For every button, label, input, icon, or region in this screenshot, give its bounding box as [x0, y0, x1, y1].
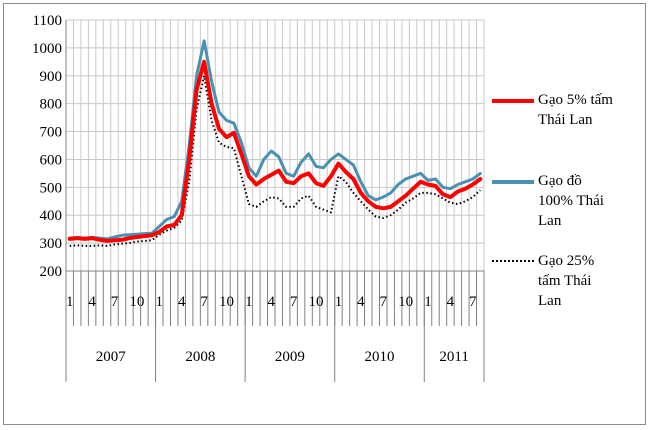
legend-label: Gạo đồ 100% Thái Lan: [538, 173, 604, 229]
x-tick-label: 4: [178, 294, 186, 310]
y-tick-label: 1100: [33, 13, 62, 29]
year-label: 2010: [365, 349, 395, 365]
legend-swatch-dotted: [492, 260, 534, 262]
x-tick-label: 7: [111, 294, 119, 310]
x-tick-label: 1: [156, 294, 164, 310]
year-label: 2009: [275, 349, 305, 365]
legend-label: Gạo 25% tấm Thái Lan: [538, 253, 595, 309]
x-tick-label: 10: [129, 294, 144, 310]
chart-frame: [3, 3, 646, 425]
y-tick-label: 400: [40, 208, 63, 224]
year-label: 2011: [439, 349, 468, 365]
axes: [65, 20, 485, 382]
year-labels: 2007 2008 2009 2010 2011: [96, 349, 469, 365]
series-lines: [67, 39, 483, 247]
x-tick-label: 4: [88, 294, 96, 310]
series-line-25pct: [69, 74, 481, 247]
x-tick-label: 1: [335, 294, 343, 310]
legend-item-series-3: Gạo 25% tấm Thái Lan: [492, 251, 594, 311]
x-tick-label: 1: [245, 294, 253, 310]
horizontal-gridlines: [66, 19, 484, 272]
series-line-5pct: [67, 59, 483, 243]
vertical-gridlines: [65, 20, 485, 271]
y-tick-label: 800: [40, 97, 63, 113]
y-tick-label: 500: [40, 180, 63, 196]
y-tick-label: 200: [40, 264, 63, 280]
y-tick-label: 600: [40, 152, 63, 168]
series-line-parboiled: [68, 39, 482, 241]
year-label: 2007: [96, 349, 127, 365]
legend-item-series-2: Gạo đồ 100% Thái Lan: [492, 171, 604, 231]
y-tick-label: 300: [40, 236, 63, 252]
x-tick-label: 10: [219, 294, 234, 310]
x-tick-label: 10: [398, 294, 413, 310]
x-tick-label: 4: [357, 294, 365, 310]
y-tick-label: 1000: [32, 41, 62, 57]
x-tick-label: 1: [66, 294, 74, 310]
legend-swatch-red: [492, 99, 534, 103]
y-tick-label: 900: [40, 69, 63, 85]
x-tick-labels: 1 4 7 10 1 4 7 10 1 4 7 10 1 4 7 10 1 4 7: [66, 294, 477, 310]
x-tick-label: 7: [469, 294, 477, 310]
x-tick-label: 7: [290, 294, 298, 310]
legend-swatch-blue: [492, 180, 534, 184]
x-tick-label: 7: [200, 294, 208, 310]
x-tick-label: 10: [309, 294, 324, 310]
y-tick-label: 700: [40, 125, 63, 141]
y-tick-labels: 200 300 400 500 600 700 800 900 1000 1100: [32, 13, 62, 280]
x-tick-label: 4: [447, 294, 455, 310]
x-tick-label: 7: [379, 294, 387, 310]
legend-label: Gạo 5% tấm Thái Lan: [538, 92, 613, 128]
x-tick-label: 1: [424, 294, 432, 310]
legend-item-series-1: Gạo 5% tấm Thái Lan: [492, 90, 613, 130]
year-label: 2008: [185, 349, 215, 365]
x-tick-label: 4: [268, 294, 276, 310]
